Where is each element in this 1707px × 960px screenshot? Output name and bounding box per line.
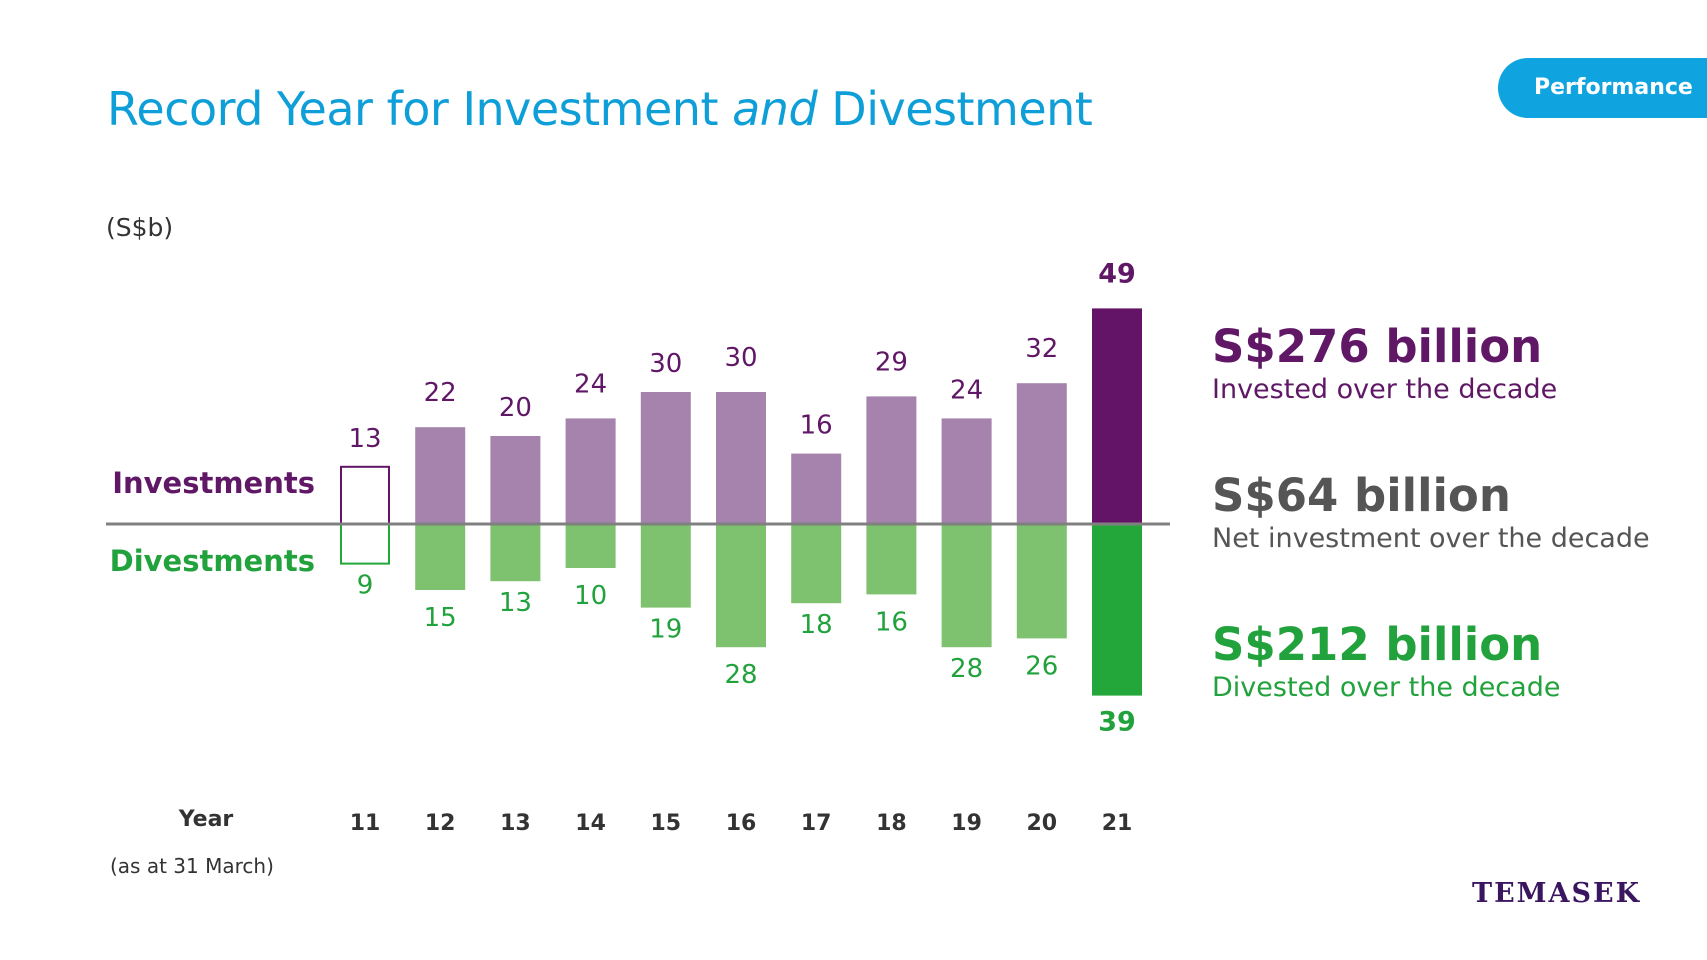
divestment-bar <box>1092 524 1142 696</box>
investment-bar <box>340 465 390 525</box>
year-tick-label: 18 <box>876 811 907 836</box>
investment-bar <box>1092 308 1142 524</box>
investment-bar <box>866 396 917 524</box>
title-emphasis: and <box>732 82 818 136</box>
year-tick-label: 19 <box>951 811 982 836</box>
net-total: S$64 billion <box>1212 469 1511 522</box>
investment-value-label: 30 <box>649 349 682 379</box>
divestment-value-label: 19 <box>649 615 682 645</box>
divestment-bar <box>866 524 917 595</box>
investment-value-label: 32 <box>1025 334 1058 364</box>
year-tick-label: 14 <box>575 811 606 836</box>
investment-value-label: 16 <box>800 411 833 441</box>
divestment-value-label: 39 <box>1098 707 1136 738</box>
performance-badge[interactable]: Performance <box>1498 58 1707 118</box>
investments-series-label: Investments <box>112 466 315 500</box>
year-tick-label: 20 <box>1026 811 1057 836</box>
year-tick-label: 17 <box>801 811 832 836</box>
divestment-value-label: 26 <box>1025 651 1058 681</box>
investment-bar <box>716 392 766 524</box>
investment-value-label: 49 <box>1098 258 1136 289</box>
divestment-value-label: 13 <box>499 588 532 618</box>
year-tick-label: 13 <box>500 811 531 836</box>
investment-bar <box>565 418 616 524</box>
year-axis-title: Year <box>178 807 234 832</box>
temasek-logo: TEMASEK <box>1472 878 1642 909</box>
divestment-value-label: 28 <box>950 654 983 684</box>
divestment-value-label: 18 <box>800 610 833 640</box>
divestment-value-label: 15 <box>424 603 457 633</box>
summary-divested: S$212 billion Divested over the decade <box>1212 620 1560 705</box>
year-tick-label: 21 <box>1102 811 1133 836</box>
investment-bar <box>490 436 541 524</box>
year-tick-label: 15 <box>650 811 681 836</box>
unit-label: (S$b) <box>106 213 174 242</box>
investment-bar <box>640 392 691 524</box>
year-tick-label: 16 <box>726 811 757 836</box>
divestment-bar <box>716 524 766 648</box>
divestment-bar <box>1016 524 1067 639</box>
year-tick-label: 11 <box>350 811 381 836</box>
investment-value-label: 30 <box>724 343 757 373</box>
divested-caption: Divested over the decade <box>1212 671 1561 703</box>
investment-bar <box>941 418 992 524</box>
title-part-1: Record Year for Investment <box>107 82 733 136</box>
invested-caption: Invested over the decade <box>1212 373 1558 405</box>
divestment-value-label: 9 <box>357 571 374 601</box>
title-part-2: Divestment <box>817 82 1093 136</box>
divestment-value-label: 16 <box>875 607 908 637</box>
investment-bar <box>1016 383 1067 524</box>
divestment-bar <box>791 524 842 604</box>
investment-value-label: 22 <box>424 378 457 408</box>
invested-total: S$276 billion <box>1212 320 1543 373</box>
divestments-series-label: Divestments <box>110 544 315 578</box>
investment-bar <box>791 453 842 524</box>
as-at-note: (as at 31 March) <box>110 854 274 878</box>
divestment-bar <box>415 524 466 590</box>
investment-value-label: 29 <box>875 347 908 377</box>
divestment-bar <box>340 523 390 565</box>
investment-value-label: 13 <box>348 424 381 454</box>
investment-value-label: 24 <box>950 375 983 405</box>
investment-value-label: 20 <box>499 393 532 423</box>
divestment-bar <box>640 524 691 608</box>
divested-total: S$212 billion <box>1212 618 1543 671</box>
divestment-bar <box>490 524 541 582</box>
page-title: Record Year for Investment and Divestmen… <box>107 82 1093 136</box>
divestment-bar <box>941 524 992 648</box>
divestment-value-label: 10 <box>574 581 607 611</box>
net-caption: Net investment over the decade <box>1212 522 1650 554</box>
summary-net: S$64 billion Net investment over the dec… <box>1212 471 1650 556</box>
year-tick-label: 12 <box>425 811 456 836</box>
summary-invested: S$276 billion Invested over the decade <box>1212 322 1557 407</box>
investment-bar <box>415 427 466 524</box>
investment-value-label: 24 <box>574 369 607 399</box>
divestment-bar <box>565 524 616 568</box>
divestment-value-label: 28 <box>724 660 757 690</box>
